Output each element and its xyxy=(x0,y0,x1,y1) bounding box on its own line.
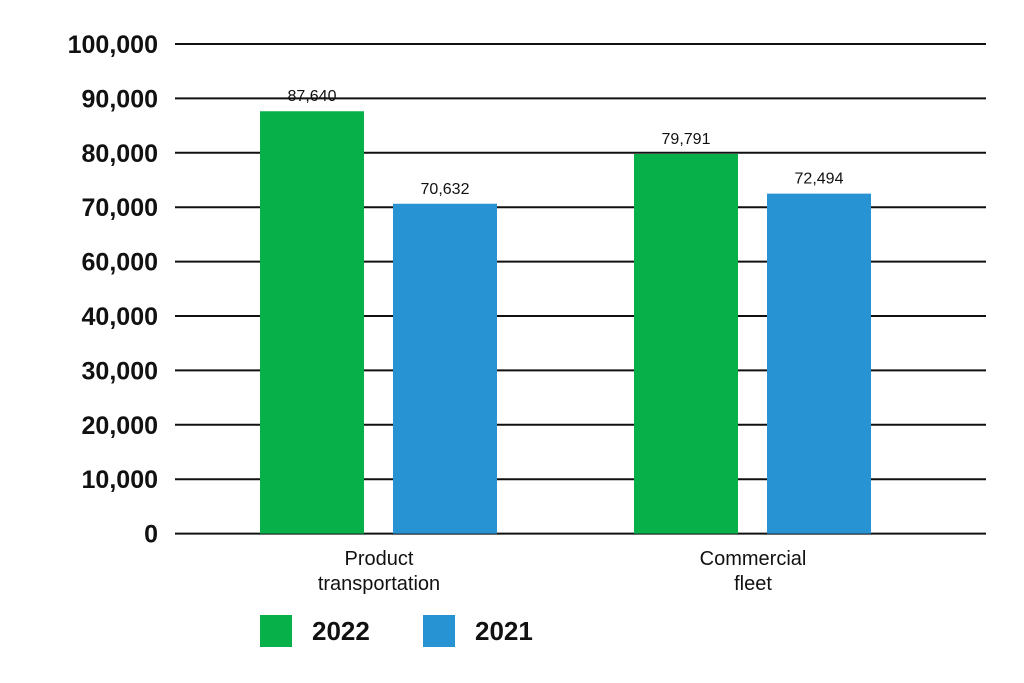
y-tick-label: 10,000 xyxy=(82,466,158,494)
category-label: fleet xyxy=(734,573,772,595)
y-tick-label: 0 xyxy=(144,521,158,549)
legend-label-2021: 2021 xyxy=(475,616,533,646)
y-tick-label: 70,000 xyxy=(82,194,158,222)
data-label: 72,494 xyxy=(795,171,844,188)
y-tick-label: 80,000 xyxy=(82,140,158,168)
y-tick-label: 100,000 xyxy=(68,31,158,59)
y-axis-tick-labels: 100,000 90,000 80,000 70,000 60,000 40,000 30,… xyxy=(68,31,158,549)
legend: 2022 2021 xyxy=(260,615,533,647)
data-labels: 87,640 79,791 70,632 72,494 xyxy=(288,88,844,198)
data-label: 70,632 xyxy=(421,181,470,198)
data-label: 79,791 xyxy=(662,131,711,148)
legend-swatch-2021 xyxy=(423,615,455,647)
y-tick-label: 20,000 xyxy=(82,412,158,440)
legend-label-2022: 2022 xyxy=(312,616,370,646)
category-label: Product xyxy=(345,548,414,570)
bar-2021-0 xyxy=(393,203,497,534)
category-label: transportation xyxy=(318,573,440,595)
data-label: 87,640 xyxy=(288,88,337,105)
bar-2022-1 xyxy=(634,153,738,534)
y-tick-label: 30,000 xyxy=(82,357,158,385)
y-tick-label: 60,000 xyxy=(82,249,158,277)
bar-2021-1 xyxy=(767,193,871,534)
category-label: Commercial xyxy=(700,548,807,570)
category-labels: Product transportation Commercial fleet xyxy=(318,548,806,595)
legend-swatch-2022 xyxy=(260,615,292,647)
y-tick-label: 90,000 xyxy=(82,85,158,113)
bars xyxy=(260,111,871,534)
bar-2022-0 xyxy=(260,111,364,534)
y-tick-label: 40,000 xyxy=(82,303,158,331)
